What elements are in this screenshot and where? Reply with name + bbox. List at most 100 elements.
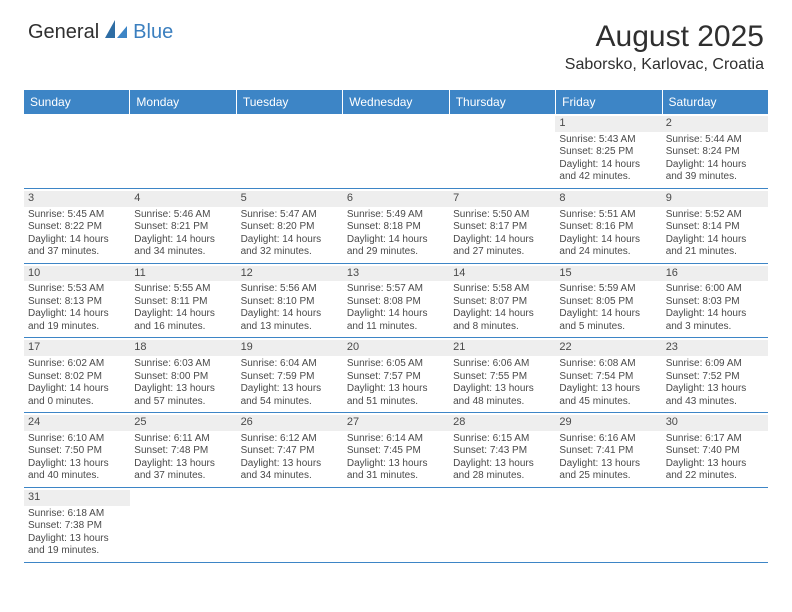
calendar-cell: 13Sunrise: 5:57 AMSunset: 8:08 PMDayligh… bbox=[343, 264, 449, 338]
calendar-cell-empty bbox=[449, 114, 555, 188]
day-number: 19 bbox=[237, 340, 343, 356]
sunrise-line: Sunrise: 6:14 AM bbox=[347, 433, 445, 446]
sunrise-line: Sunrise: 5:44 AM bbox=[666, 134, 764, 147]
weekday-header-cell: Thursday bbox=[450, 90, 556, 114]
day-number: 26 bbox=[237, 415, 343, 431]
day-number bbox=[343, 116, 449, 132]
sunset-line: Sunset: 8:24 PM bbox=[666, 146, 764, 159]
calendar-cell: 4Sunrise: 5:46 AMSunset: 8:21 PMDaylight… bbox=[130, 189, 236, 263]
calendar-cell: 31 Sunrise: 6:18 AMSunset: 7:38 PMDayligh… bbox=[24, 488, 130, 562]
sunrise-line: Sunrise: 5:53 AM bbox=[28, 283, 126, 296]
daylight-line: Daylight: 14 hours and 16 minutes. bbox=[134, 308, 232, 333]
calendar-cell: 6Sunrise: 5:49 AMSunset: 8:18 PMDaylight… bbox=[343, 189, 449, 263]
calendar-cell: 17Sunrise: 6:02 AMSunset: 8:02 PMDayligh… bbox=[24, 338, 130, 412]
day-number: 23 bbox=[662, 340, 768, 356]
sunset-line: Sunset: 7:54 PM bbox=[559, 371, 657, 384]
calendar-cell: 12Sunrise: 5:56 AMSunset: 8:10 PMDayligh… bbox=[237, 264, 343, 338]
logo-text-blue: Blue bbox=[133, 21, 173, 44]
calendar-cell: 30Sunrise: 6:17 AMSunset: 7:40 PMDayligh… bbox=[662, 413, 768, 487]
daylight-line: Daylight: 14 hours and 42 minutes. bbox=[559, 159, 657, 184]
day-number: 22 bbox=[555, 340, 661, 356]
sunrise-line: Sunrise: 5:51 AM bbox=[559, 209, 657, 222]
sunrise-line: Sunrise: 5:56 AM bbox=[241, 283, 339, 296]
calendar-cell: 1Sunrise: 5:43 AMSunset: 8:25 PMDaylight… bbox=[555, 114, 661, 188]
sunrise-line: Sunrise: 6:00 AM bbox=[666, 283, 764, 296]
calendar: SundayMondayTuesdayWednesdayThursdayFrid… bbox=[24, 90, 768, 563]
sunset-line: Sunset: 8:00 PM bbox=[134, 371, 232, 384]
day-number: 9 bbox=[662, 191, 768, 207]
sunset-line: Sunset: 7:38 PM bbox=[28, 520, 126, 533]
title-block: August 2025 Saborsko, Karlovac, Croatia bbox=[565, 20, 764, 74]
day-number: 20 bbox=[343, 340, 449, 356]
sunset-line: Sunset: 7:48 PM bbox=[134, 445, 232, 458]
sunset-line: Sunset: 7:50 PM bbox=[28, 445, 126, 458]
calendar-cell: 22Sunrise: 6:08 AMSunset: 7:54 PMDayligh… bbox=[555, 338, 661, 412]
sunrise-line: Sunrise: 5:55 AM bbox=[134, 283, 232, 296]
calendar-cell-empty bbox=[662, 488, 768, 562]
daylight-line: Daylight: 13 hours and 40 minutes. bbox=[28, 458, 126, 483]
day-number: 10 bbox=[24, 266, 130, 282]
sunset-line: Sunset: 8:13 PM bbox=[28, 296, 126, 309]
daylight-line: Daylight: 14 hours and 19 minutes. bbox=[28, 308, 126, 333]
sunrise-line: Sunrise: 6:18 AM bbox=[28, 508, 126, 521]
day-number: 12 bbox=[237, 266, 343, 282]
sunset-line: Sunset: 8:14 PM bbox=[666, 221, 764, 234]
sunset-line: Sunset: 7:55 PM bbox=[453, 371, 551, 384]
weekday-header-cell: Monday bbox=[130, 90, 236, 114]
sunset-line: Sunset: 8:05 PM bbox=[559, 296, 657, 309]
calendar-cell-empty bbox=[237, 488, 343, 562]
sunrise-line: Sunrise: 6:15 AM bbox=[453, 433, 551, 446]
logo-sail-icon bbox=[105, 20, 131, 45]
daylight-line: Daylight: 14 hours and 24 minutes. bbox=[559, 234, 657, 259]
sunrise-line: Sunrise: 6:17 AM bbox=[666, 433, 764, 446]
day-number: 3 bbox=[24, 191, 130, 207]
sunset-line: Sunset: 8:11 PM bbox=[134, 296, 232, 309]
sunrise-line: Sunrise: 5:59 AM bbox=[559, 283, 657, 296]
day-number bbox=[449, 116, 555, 132]
day-number: 29 bbox=[555, 415, 661, 431]
sunset-line: Sunset: 8:22 PM bbox=[28, 221, 126, 234]
calendar-cell-empty bbox=[130, 488, 236, 562]
calendar-cell: 3Sunrise: 5:45 AMSunset: 8:22 PMDaylight… bbox=[24, 189, 130, 263]
calendar-cell-empty bbox=[237, 114, 343, 188]
sunset-line: Sunset: 7:45 PM bbox=[347, 445, 445, 458]
day-number bbox=[130, 490, 236, 506]
daylight-line: Daylight: 13 hours and 34 minutes. bbox=[241, 458, 339, 483]
day-number: 31 bbox=[24, 490, 130, 506]
sunrise-line: Sunrise: 5:43 AM bbox=[559, 134, 657, 147]
daylight-line: Daylight: 13 hours and 54 minutes. bbox=[241, 383, 339, 408]
day-number: 18 bbox=[130, 340, 236, 356]
daylight-line: Daylight: 14 hours and 29 minutes. bbox=[347, 234, 445, 259]
day-number: 14 bbox=[449, 266, 555, 282]
calendar-cell: 9Sunrise: 5:52 AMSunset: 8:14 PMDaylight… bbox=[662, 189, 768, 263]
sunrise-line: Sunrise: 6:06 AM bbox=[453, 358, 551, 371]
calendar-week: 10Sunrise: 5:53 AMSunset: 8:13 PMDayligh… bbox=[24, 264, 768, 339]
calendar-cell: 16Sunrise: 6:00 AMSunset: 8:03 PMDayligh… bbox=[662, 264, 768, 338]
sunrise-line: Sunrise: 5:47 AM bbox=[241, 209, 339, 222]
daylight-line: Daylight: 13 hours and 25 minutes. bbox=[559, 458, 657, 483]
calendar-cell: 20Sunrise: 6:05 AMSunset: 7:57 PMDayligh… bbox=[343, 338, 449, 412]
sunrise-line: Sunrise: 6:16 AM bbox=[559, 433, 657, 446]
daylight-line: Daylight: 13 hours and 45 minutes. bbox=[559, 383, 657, 408]
sunrise-line: Sunrise: 6:11 AM bbox=[134, 433, 232, 446]
daylight-line: Daylight: 14 hours and 27 minutes. bbox=[453, 234, 551, 259]
calendar-cell: 10Sunrise: 5:53 AMSunset: 8:13 PMDayligh… bbox=[24, 264, 130, 338]
logo-text-general: General bbox=[28, 21, 99, 44]
calendar-cell: 24Sunrise: 6:10 AMSunset: 7:50 PMDayligh… bbox=[24, 413, 130, 487]
calendar-cell: 11Sunrise: 5:55 AMSunset: 8:11 PMDayligh… bbox=[130, 264, 236, 338]
calendar-cell: 8Sunrise: 5:51 AMSunset: 8:16 PMDaylight… bbox=[555, 189, 661, 263]
daylight-line: Daylight: 13 hours and 19 minutes. bbox=[28, 533, 126, 558]
calendar-cell: 15Sunrise: 5:59 AMSunset: 8:05 PMDayligh… bbox=[555, 264, 661, 338]
sunset-line: Sunset: 8:17 PM bbox=[453, 221, 551, 234]
sunset-line: Sunset: 8:16 PM bbox=[559, 221, 657, 234]
calendar-cell: 2Sunrise: 5:44 AMSunset: 8:24 PMDaylight… bbox=[662, 114, 768, 188]
sunset-line: Sunset: 8:18 PM bbox=[347, 221, 445, 234]
calendar-cell-empty bbox=[449, 488, 555, 562]
daylight-line: Daylight: 13 hours and 51 minutes. bbox=[347, 383, 445, 408]
sunset-line: Sunset: 8:20 PM bbox=[241, 221, 339, 234]
day-number: 17 bbox=[24, 340, 130, 356]
calendar-cell: 5Sunrise: 5:47 AMSunset: 8:20 PMDaylight… bbox=[237, 189, 343, 263]
daylight-line: Daylight: 13 hours and 31 minutes. bbox=[347, 458, 445, 483]
location: Saborsko, Karlovac, Croatia bbox=[565, 56, 764, 74]
calendar-cell: 25Sunrise: 6:11 AMSunset: 7:48 PMDayligh… bbox=[130, 413, 236, 487]
